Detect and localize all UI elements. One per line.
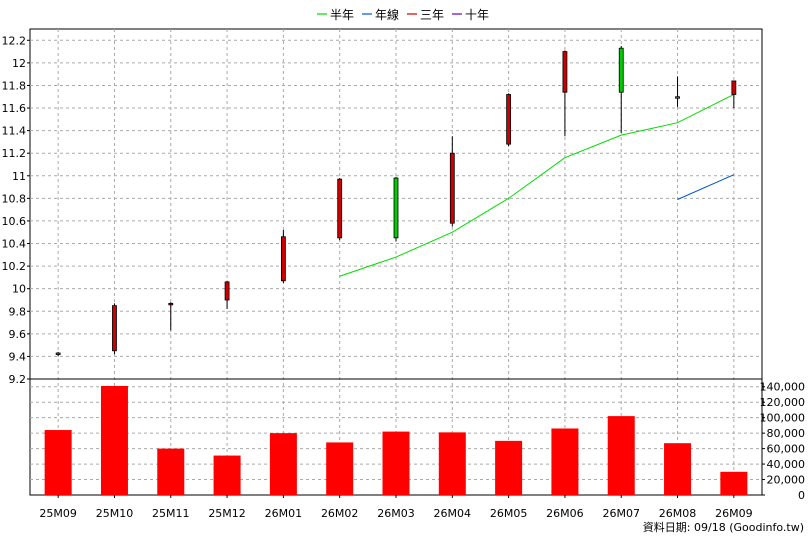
candle-body xyxy=(675,96,680,99)
volume-bar xyxy=(213,455,241,495)
moving-average-line xyxy=(677,174,735,200)
x-tick-label: 26M03 xyxy=(377,507,415,520)
candle-body xyxy=(224,281,230,301)
price-tick-label: 10.6 xyxy=(2,215,27,228)
volume-bar xyxy=(326,442,354,495)
x-tick-label: 26M01 xyxy=(265,507,303,520)
candle-body xyxy=(280,236,286,282)
price-tick-label: 10 xyxy=(12,283,26,296)
x-tick-label: 26M07 xyxy=(602,507,640,520)
price-tick-label: 11.4 xyxy=(2,125,27,138)
candle-body xyxy=(55,352,61,355)
candle-body xyxy=(393,177,399,239)
legend-label: 半年 xyxy=(330,8,354,22)
price-tick-label: 12 xyxy=(12,57,26,70)
price-tick-label: 9.6 xyxy=(9,328,27,341)
price-tick-label: 9.8 xyxy=(9,305,27,318)
volume-bar xyxy=(495,440,523,495)
volume-tick-label: 60,000 xyxy=(767,443,806,456)
x-tick-label: 26M04 xyxy=(434,507,472,520)
candle-body xyxy=(562,51,568,93)
legend: 半年 年線 三年 十年 xyxy=(317,7,489,22)
volume-bar xyxy=(100,385,128,495)
volume-bar xyxy=(607,416,635,495)
price-tick-label: 9.2 xyxy=(9,373,27,386)
price-tick-label: 11 xyxy=(12,170,26,183)
candle-body xyxy=(731,80,737,95)
moving-average-line xyxy=(339,94,735,277)
price-tick-label: 11.8 xyxy=(2,79,27,92)
volume-tick-label: 140,000 xyxy=(760,381,806,394)
price-tick-label: 11.6 xyxy=(2,102,27,115)
volume-bar xyxy=(44,430,72,495)
volume-bar xyxy=(551,428,579,495)
price-tick-label: 10.2 xyxy=(2,260,27,273)
volume-bar xyxy=(382,431,410,495)
x-tick-label: 25M11 xyxy=(152,507,190,520)
x-tick-label: 25M10 xyxy=(96,507,134,520)
volume-tick-label: 0 xyxy=(798,489,805,502)
candle-body xyxy=(112,305,117,352)
legend-label: 三年 xyxy=(420,8,444,22)
footer-text: 資料日期: 09/18 (Goodinfo.tw) xyxy=(643,520,804,534)
candle-body xyxy=(506,94,512,145)
volume-tick-label: 80,000 xyxy=(767,427,806,440)
x-tick-label: 26M02 xyxy=(321,507,359,520)
volume-bar xyxy=(157,448,185,495)
volume-bar xyxy=(269,433,297,495)
volume-tick-label: 120,000 xyxy=(760,396,806,409)
volume-tick-label: 20,000 xyxy=(767,474,806,487)
price-tick-label: 11.2 xyxy=(2,147,27,160)
price-tick-label: 10.4 xyxy=(2,238,27,251)
x-tick-label: 26M06 xyxy=(546,507,584,520)
x-tick-label: 26M09 xyxy=(715,507,753,520)
x-tick-label: 26M05 xyxy=(490,507,528,520)
volume-bar xyxy=(720,471,748,495)
x-tick-label: 25M12 xyxy=(208,507,246,520)
candle-body xyxy=(618,47,624,93)
price-tick-label: 10.8 xyxy=(2,192,27,205)
volume-panel: 0 20,000 40,000 60,000 80,000 100,000 120,000 1… xyxy=(29,378,806,502)
volume-bar xyxy=(438,432,466,495)
price-tick-label: 9.4 xyxy=(9,350,27,363)
volume-tick-label: 40,000 xyxy=(767,458,806,471)
x-axis: 25M09 25M10 25M11 25M12 26M01 26M02 26M03 26M04… xyxy=(39,495,753,520)
candle-body xyxy=(449,152,455,224)
candle-body xyxy=(337,178,343,239)
legend-label: 年線 xyxy=(375,7,399,22)
legend-label: 十年 xyxy=(465,8,489,22)
x-tick-label: 26M08 xyxy=(659,507,697,520)
price-tick-label: 12.2 xyxy=(2,34,27,47)
candle-body xyxy=(168,302,174,306)
volume-tick-label: 100,000 xyxy=(760,412,806,425)
x-tick-label: 25M09 xyxy=(39,507,77,520)
volume-bar xyxy=(664,443,692,495)
